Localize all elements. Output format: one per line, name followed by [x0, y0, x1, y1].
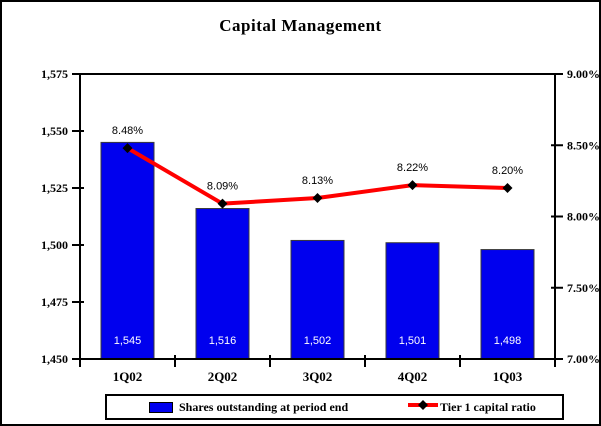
category-label: 2Q02 [208, 369, 238, 384]
line-data-label: 8.13% [302, 175, 333, 187]
line-marker [122, 143, 133, 154]
bar [100, 141, 155, 360]
legend-item-tier1: Tier 1 capital ratio [407, 396, 536, 418]
left-axis-tick-label: 1,500 [41, 238, 68, 252]
right-axis-tick-label: 9.00% [567, 67, 600, 81]
bar [195, 208, 250, 360]
line-data-label: 8.09% [207, 181, 238, 193]
bar [385, 242, 440, 360]
bar [480, 249, 535, 360]
right-axis-tick-label: 7.00% [567, 352, 600, 366]
line-marker [407, 180, 418, 191]
right-axis-tick-label: 7.50% [567, 281, 600, 295]
left-axis-tick-label: 1,475 [41, 295, 68, 309]
line-marker [312, 192, 323, 203]
legend: Shares outstanding at period end Tier 1 … [105, 394, 564, 420]
category-label: 1Q03 [493, 369, 523, 384]
bar-value-label: 1,545 [114, 335, 142, 347]
chart-title: Capital Management [219, 16, 382, 35]
line-marker [502, 183, 513, 193]
category-label: 4Q02 [398, 369, 428, 384]
line-data-label: 8.22% [397, 162, 428, 174]
bar-value-label: 1,502 [304, 335, 332, 347]
left-axis-tick-label: 1,550 [41, 124, 68, 138]
line-data-label: 8.20% [492, 165, 523, 177]
legend-item-shares: Shares outstanding at period end [149, 396, 348, 418]
legend-label-shares: Shares outstanding at period end [179, 399, 349, 414]
line-swatch-icon [407, 399, 439, 415]
right-axis-tick-label: 8.00% [567, 210, 600, 224]
left-axis-tick-label: 1,450 [41, 352, 68, 366]
left-axis-tick-label: 1,575 [41, 67, 68, 81]
right-axis-tick-label: 8.50% [567, 138, 600, 152]
bar-value-label: 1,516 [209, 335, 237, 347]
bar-swatch-icon [149, 401, 173, 413]
line-marker [217, 198, 228, 209]
category-label: 1Q02 [113, 369, 143, 384]
line-data-label: 8.48% [112, 125, 143, 137]
left-axis-tick-label: 1,525 [41, 181, 68, 195]
legend-label-tier1: Tier 1 capital ratio [440, 399, 536, 414]
bar-value-label: 1,501 [399, 335, 427, 347]
bar-value-label: 1,498 [494, 335, 522, 347]
category-label: 3Q02 [303, 369, 333, 384]
